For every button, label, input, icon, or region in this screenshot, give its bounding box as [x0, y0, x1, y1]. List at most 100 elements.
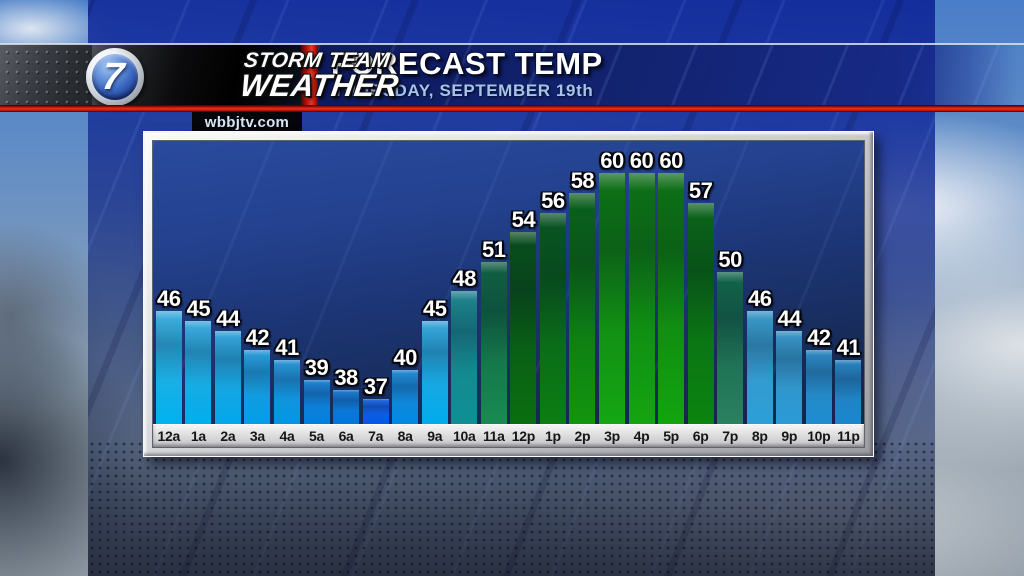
banner-top-divider	[0, 43, 1024, 45]
temp-value-label: 38	[334, 365, 358, 390]
bar-slot: 57	[686, 180, 716, 424]
bar-slot: 37	[361, 376, 391, 424]
hour-label: 4a	[279, 428, 295, 444]
hour-label: 7a	[368, 428, 384, 444]
temp-value-label: 60	[629, 148, 654, 173]
bar-slot: 44	[213, 308, 243, 424]
temp-value-label: 51	[482, 237, 506, 262]
bar-slot: 60	[627, 150, 657, 424]
temp-value-label: 58	[570, 168, 595, 193]
hour-label: 2a	[220, 428, 236, 444]
hour-label: 3a	[249, 428, 265, 444]
temp-value-label: 57	[688, 178, 713, 203]
temp-value-label: 50	[718, 247, 742, 272]
bar-slot: 58	[568, 170, 598, 424]
bar-slot: 50	[715, 249, 745, 424]
header-banner: STORM TEAM WEATHER 7 FORECAST TEMP THURS…	[0, 44, 1024, 106]
hour-label: 11p	[837, 428, 860, 444]
hour-label: 9p	[781, 428, 798, 444]
red-divider-stripe	[301, 44, 318, 106]
axis-row: 12a 1a 2a 3a 4a 5a 6a 7a 8a 9a 10a 11a 12p 1p 2p 3p 4p 5p…	[153, 424, 864, 447]
station-name-line2: WEATHER	[238, 68, 401, 103]
hour-label: 11a	[482, 428, 505, 444]
bar-slot: 42	[243, 327, 273, 424]
temp-bar	[569, 193, 596, 424]
bar-slot: 60	[656, 150, 686, 424]
bar-slot: 48	[449, 268, 479, 424]
temp-value-label: 41	[836, 335, 861, 360]
bar-slot: 44	[774, 308, 804, 424]
temp-bar	[776, 331, 803, 424]
bar-slot: 39	[302, 357, 332, 424]
bar-slot: 51	[479, 239, 509, 424]
forecast-date: THURSDAY, SEPTEMBER 19th	[333, 81, 594, 100]
hour-label: 6a	[338, 428, 354, 444]
bar-slot: 56	[538, 190, 568, 424]
bar-slot: 41	[272, 337, 302, 424]
forecast-chart: 46 45 44 42 41 39 38 37 40 45 48 51 54 56 58 60 60 60 57 50…	[152, 140, 865, 448]
temp-value-label: 41	[275, 335, 299, 360]
hour-label: 6p	[692, 428, 709, 444]
hour-label: 5p	[663, 428, 679, 444]
temp-value-label: 44	[216, 306, 240, 331]
chart-plot-area: 46 45 44 42 41 39 38 37 40 45 48 51 54 56 58 60 60 60 57 50…	[153, 141, 864, 424]
temp-value-label: 56	[541, 188, 565, 213]
bar-slot: 45	[420, 298, 450, 424]
hour-label: 1p	[545, 428, 561, 444]
hour-label: 7p	[722, 428, 739, 444]
temp-bar	[451, 291, 478, 424]
bar-slot: 60	[597, 150, 627, 424]
hour-label: 12a	[157, 428, 181, 444]
temp-bar	[421, 321, 448, 424]
temp-value-label: 60	[659, 148, 683, 173]
temp-value-label: 37	[363, 374, 388, 399]
temp-value-label: 44	[777, 306, 802, 331]
bar-slot: 46	[154, 288, 184, 424]
forecast-chart-frame: 46 45 44 42 41 39 38 37 40 45 48 51 54 56 58 60 60 60 57 50…	[143, 131, 874, 457]
temp-value-label: 54	[511, 207, 536, 232]
bar-slot: 54	[509, 209, 539, 424]
bar-slot: 41	[834, 337, 864, 424]
temp-bar	[658, 173, 685, 424]
temp-value-label: 46	[747, 286, 772, 311]
bar-slot: 45	[184, 298, 214, 424]
temp-bar	[303, 380, 330, 424]
hour-label: 12p	[511, 428, 536, 444]
title-area: FORECAST TEMP THURSDAY, SEPTEMBER 19th	[318, 44, 1024, 106]
temp-value-label: 45	[422, 296, 447, 321]
temp-bar	[185, 321, 212, 424]
hour-label: 4p	[633, 428, 650, 444]
temp-bar	[392, 370, 419, 424]
temp-bar	[805, 350, 832, 424]
hour-label: 8p	[751, 428, 768, 444]
channel-7-logo-sphere: 7	[92, 54, 138, 100]
temp-value-label: 46	[157, 286, 181, 311]
bars-row: 46 45 44 42 41 39 38 37 40 45 48 51 54 56 58 60 60 60 57 50…	[153, 141, 864, 424]
temp-value-label: 39	[304, 355, 329, 380]
temp-bar	[835, 360, 862, 424]
temp-bar	[333, 390, 360, 424]
temp-bar	[273, 360, 300, 424]
temp-bar	[687, 203, 714, 424]
bar-slot: 46	[745, 288, 775, 424]
temp-value-label: 42	[807, 325, 831, 350]
temp-value-label: 60	[600, 148, 624, 173]
hour-label: 1a	[190, 428, 206, 444]
station-name: STORM TEAM WEATHER	[238, 49, 404, 103]
temp-value-label: 42	[245, 325, 270, 350]
bar-slot: 42	[804, 327, 834, 424]
hour-label: 3p	[604, 428, 620, 444]
temp-bar	[214, 331, 241, 424]
bar-slot: 38	[331, 367, 361, 424]
temp-bar	[244, 350, 271, 424]
channel-7-logo-icon: 7	[86, 48, 144, 106]
hour-label: 10a	[453, 428, 476, 444]
hour-label: 10p	[807, 428, 831, 444]
temp-bar	[155, 311, 182, 424]
bar-slot: 40	[390, 347, 420, 424]
temp-bar	[717, 272, 744, 424]
temp-value-label: 48	[452, 266, 477, 291]
perforated-metal-texture	[0, 44, 92, 106]
channel-number: 7	[100, 55, 126, 98]
hour-label: 8a	[397, 428, 413, 444]
